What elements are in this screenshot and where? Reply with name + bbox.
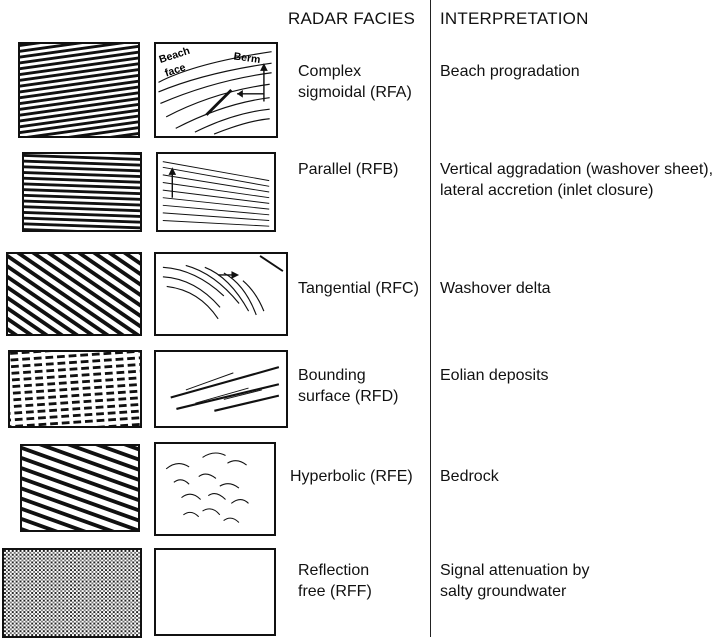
gpr-image-rfd <box>8 350 142 428</box>
interpretation-rfb: Vertical aggradation (washover sheet), la… <box>440 161 714 199</box>
sketch-label-berm: Berm <box>233 50 261 66</box>
facies-label-rff: Reflection free (RFF) <box>298 562 372 600</box>
sketch-label-beach: Beach <box>158 45 192 66</box>
facies-label-rfd: Bounding surface (RFD) <box>298 367 399 405</box>
facies-label-rfa: Complex sigmoidal (RFA) <box>298 63 412 101</box>
interpretation-rfe: Bedrock <box>440 468 499 485</box>
facies-label-rfb: Parallel (RFB) <box>298 161 399 178</box>
gpr-image-rfc <box>6 252 142 336</box>
interpretation-rff: Signal attenuation by salty groundwater <box>440 562 590 600</box>
sketch-rff <box>154 548 276 636</box>
sketch-rfd <box>154 350 288 428</box>
sketch-rfb <box>156 152 276 232</box>
header-interpretation: INTERPRETATION <box>440 9 589 28</box>
interpretation-rfc: Washover delta <box>440 280 551 297</box>
interpretation-rfd: Eolian deposits <box>440 367 549 384</box>
interpretation-rfa: Beach progradation <box>440 63 580 80</box>
gpr-image-rfe <box>20 444 140 532</box>
column-divider <box>430 0 431 637</box>
sketch-rfa: Beach face Berm <box>154 42 278 138</box>
gpr-image-rfb <box>22 152 142 232</box>
gpr-image-rff <box>2 548 142 638</box>
gpr-image-rfa <box>18 42 140 138</box>
sketch-rfc <box>154 252 288 336</box>
facies-label-rfe: Hyperbolic (RFE) <box>290 468 413 485</box>
sketch-rfe <box>154 442 276 536</box>
facies-label-rfc: Tangential (RFC) <box>298 280 419 297</box>
header-radar-facies: RADAR FACIES <box>288 9 416 28</box>
